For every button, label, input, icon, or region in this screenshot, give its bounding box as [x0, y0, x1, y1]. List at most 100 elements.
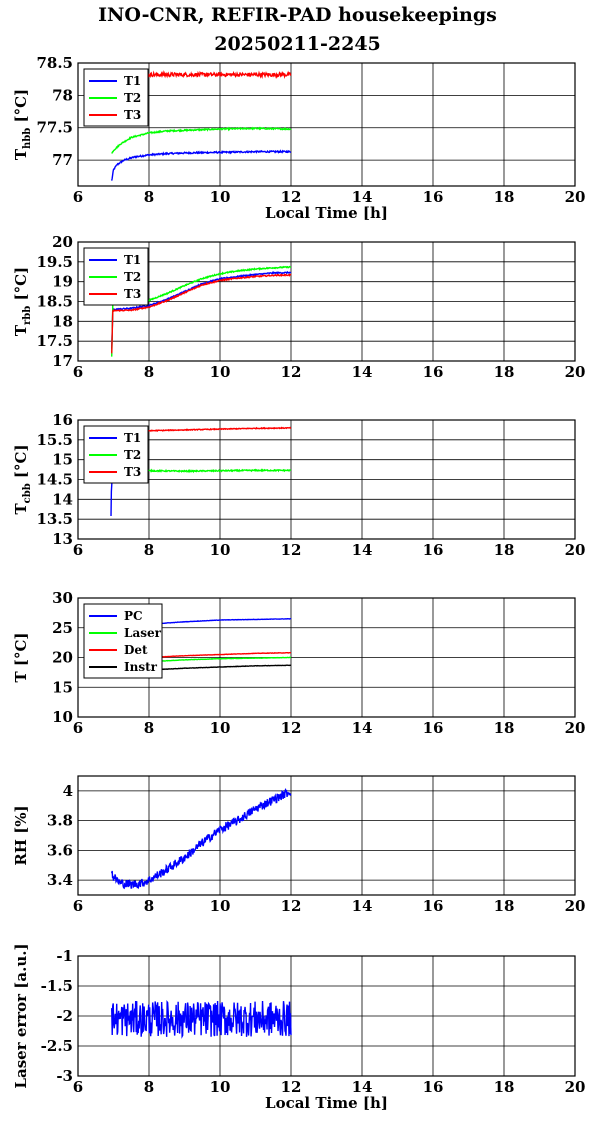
y-tick-label: 4	[63, 782, 73, 800]
y-tick-label: 3.8	[47, 812, 73, 830]
x-tick-label: 18	[494, 1078, 515, 1096]
y-tick-label: -1	[56, 947, 73, 965]
y-axis-label: Trbb [°C]	[12, 267, 33, 336]
x-tick-label: 14	[352, 719, 373, 737]
legend-label: Instr	[124, 660, 158, 674]
y-tick-label: 18	[52, 312, 73, 330]
x-tick-label: 18	[494, 188, 515, 206]
x-axis-label: Local Time [h]	[265, 204, 388, 222]
y-axis-label: Thbb [°C]	[12, 89, 33, 160]
panel-laser_error: 6 8 10 12 14 16 18 20 -3 -2.5 -2 -1.5 -1 Local Time […	[12, 943, 585, 1112]
legend: T1 T2 T3	[83, 68, 149, 127]
x-tick-label: 14	[352, 897, 373, 915]
x-tick-label: 18	[494, 897, 515, 915]
series-line-t1	[111, 149, 292, 181]
x-tick-label: 20	[565, 188, 586, 206]
series-line-t1	[111, 270, 292, 349]
y-tick-label: 77	[52, 151, 73, 169]
series-line-t3	[111, 273, 292, 354]
legend-label: T1	[124, 74, 141, 88]
y-tick-label: 20	[52, 649, 73, 667]
legend: PC Laser Det Instr	[83, 603, 163, 679]
x-tick-label: 10	[210, 363, 231, 381]
y-tick-label: 14.5	[36, 471, 73, 489]
plot-frame	[77, 955, 576, 1077]
x-tick-label: 8	[144, 1078, 154, 1096]
plot-frame	[77, 62, 576, 187]
legend-label: T1	[124, 253, 141, 267]
plot-frame	[77, 775, 576, 896]
panel-temps: 6 8 10 12 14 16 18 20 10 15 20 25 30 T [°C] PC Laser Det…	[12, 589, 585, 737]
x-tick-label: 20	[565, 541, 586, 559]
x-tick-label: 6	[73, 897, 83, 915]
y-tick-label: 14	[52, 490, 73, 508]
x-tick-label: 6	[73, 1078, 83, 1096]
plot-frame	[77, 419, 576, 540]
x-tick-label: 6	[73, 188, 83, 206]
x-tick-label: 10	[210, 897, 231, 915]
y-axis-label: RH [%]	[12, 805, 30, 865]
y-axis-label: Tcbb [°C]	[12, 444, 33, 514]
y-tick-label: -3	[56, 1067, 73, 1085]
y-tick-label: 78	[52, 86, 73, 104]
legend-label: T1	[124, 431, 141, 445]
x-tick-label: 12	[281, 363, 302, 381]
x-tick-label: 20	[565, 719, 586, 737]
x-tick-label: 20	[565, 897, 586, 915]
y-tick-label: -2	[56, 1007, 73, 1025]
x-axis-label: Local Time [h]	[265, 1094, 388, 1112]
series-line-value	[111, 787, 292, 890]
y-tick-label: 18.5	[36, 293, 73, 311]
y-tick-label: 30	[52, 589, 73, 607]
y-tick-label: 15	[52, 451, 73, 469]
x-tick-label: 10	[210, 541, 231, 559]
y-tick-label: 77.5	[36, 119, 73, 137]
x-tick-label: 10	[210, 188, 231, 206]
y-tick-label: 78.5	[36, 54, 73, 72]
x-tick-label: 12	[281, 897, 302, 915]
y-tick-label: -1.5	[41, 977, 73, 995]
y-tick-label: 25	[52, 619, 73, 637]
y-tick-label: 10	[52, 708, 73, 726]
x-tick-label: 10	[210, 719, 231, 737]
series-line-t2	[111, 126, 292, 154]
y-tick-label: 3.4	[47, 871, 73, 889]
figure-title: INO-CNR, REFIR-PAD housekeepings	[98, 4, 497, 26]
x-tick-label: 8	[144, 541, 154, 559]
legend: T1 T2 T3	[83, 247, 149, 306]
x-tick-label: 14	[352, 1078, 373, 1096]
legend-label: T3	[124, 287, 141, 301]
x-tick-label: 12	[281, 188, 302, 206]
x-tick-label: 16	[423, 541, 444, 559]
x-tick-label: 14	[352, 363, 373, 381]
x-tick-label: 6	[73, 719, 83, 737]
x-tick-label: 20	[565, 363, 586, 381]
plot-frame	[77, 597, 576, 718]
plot-frame	[77, 241, 576, 362]
legend: T1 T2 T3	[83, 425, 149, 484]
x-tick-label: 16	[423, 719, 444, 737]
x-tick-label: 10	[210, 1078, 231, 1096]
legend-label: T2	[124, 270, 141, 284]
y-tick-label: 17.5	[36, 332, 73, 350]
legend-label: T2	[124, 448, 141, 462]
x-tick-label: 18	[494, 541, 515, 559]
legend-label: Laser	[124, 626, 162, 640]
y-axis-label: T [°C]	[12, 632, 30, 682]
legend-label: T2	[124, 91, 141, 105]
y-tick-label: 15	[52, 678, 73, 696]
y-tick-label: 13	[52, 530, 73, 548]
y-tick-label: 19	[52, 273, 73, 291]
x-tick-label: 14	[352, 541, 373, 559]
y-tick-label: 13.5	[36, 510, 73, 528]
y-tick-label: -2.5	[41, 1037, 73, 1055]
x-tick-label: 6	[73, 541, 83, 559]
panel-thbb: 6 8 10 12 14 16 18 20 77 77.5 78 78.5 Local Time [h]…	[12, 54, 585, 222]
y-tick-label: 3.6	[47, 841, 73, 859]
x-tick-label: 18	[494, 719, 515, 737]
x-tick-label: 12	[281, 719, 302, 737]
x-tick-label: 18	[494, 363, 515, 381]
legend-label: T3	[124, 108, 141, 122]
x-tick-label: 8	[144, 188, 154, 206]
